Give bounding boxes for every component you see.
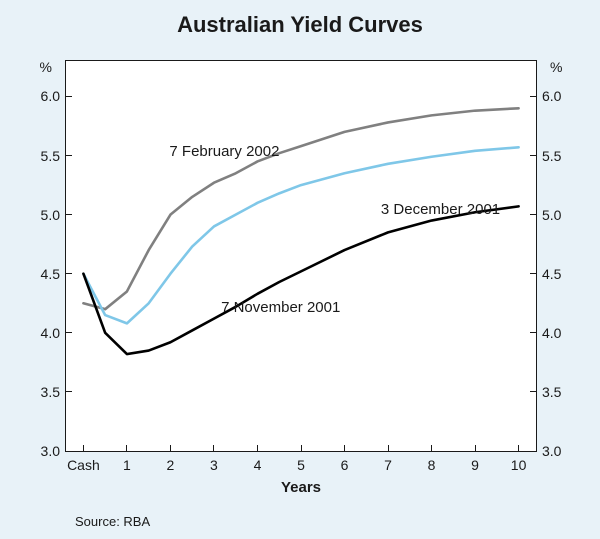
x-axis-label: Years xyxy=(66,479,536,496)
series-label: 3 December 2001 xyxy=(381,201,500,218)
y-tick-left: 4.0 xyxy=(41,325,60,341)
plot-area: % % Years 3.03.03.53.54.04.04.54.55.05.0… xyxy=(65,60,537,452)
y-unit-left: % xyxy=(40,59,52,75)
chart-title: Australian Yield Curves xyxy=(0,12,600,38)
series-label: 7 November 2001 xyxy=(221,299,340,316)
x-tick: 3 xyxy=(210,457,218,473)
y-tick-right: 5.0 xyxy=(542,207,561,223)
y-tick-left: 3.5 xyxy=(41,384,60,400)
y-tick-left: 4.5 xyxy=(41,266,60,282)
x-tick: 2 xyxy=(167,457,175,473)
series-line xyxy=(83,206,518,354)
x-tick: 7 xyxy=(384,457,392,473)
y-tick-right: 4.5 xyxy=(542,266,561,282)
y-tick-right: 6.0 xyxy=(542,88,561,104)
series-line xyxy=(83,147,518,323)
y-tick-left: 6.0 xyxy=(41,88,60,104)
y-tick-right: 3.5 xyxy=(542,384,561,400)
y-tick-left: 5.0 xyxy=(41,207,60,223)
x-tick: 5 xyxy=(297,457,305,473)
y-tick-right: 3.0 xyxy=(542,443,561,459)
x-tick: Cash xyxy=(67,457,100,473)
y-unit-right: % xyxy=(550,59,562,75)
y-tick-left: 5.5 xyxy=(41,148,60,164)
x-tick: 1 xyxy=(123,457,131,473)
x-tick: 10 xyxy=(511,457,527,473)
x-tick: 9 xyxy=(471,457,479,473)
x-tick: 4 xyxy=(254,457,262,473)
y-tick-left: 3.0 xyxy=(41,443,60,459)
chart-container: Australian Yield Curves % % Years 3.03.0… xyxy=(0,0,600,539)
source-text: Source: RBA xyxy=(75,514,150,529)
series-label: 7 February 2002 xyxy=(169,143,279,160)
chart-svg xyxy=(66,61,536,451)
y-tick-right: 5.5 xyxy=(542,148,561,164)
x-tick: 6 xyxy=(341,457,349,473)
y-tick-right: 4.0 xyxy=(542,325,561,341)
x-tick: 8 xyxy=(428,457,436,473)
